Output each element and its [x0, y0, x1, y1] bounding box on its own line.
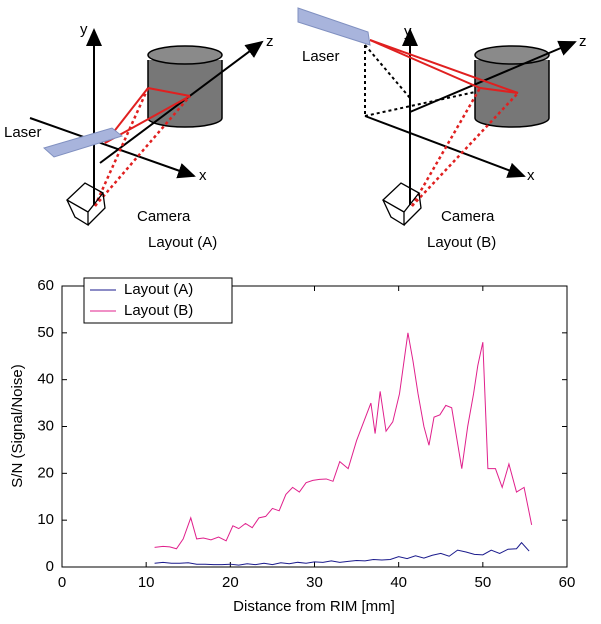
axis-letter: z — [266, 33, 274, 50]
series-line — [155, 333, 532, 549]
x-tick-label: 20 — [222, 574, 239, 591]
y-tick-label: 40 — [37, 371, 54, 388]
axis-letter: x — [527, 167, 535, 184]
label: Camera — [441, 208, 495, 225]
y-axis-label: S/N (Signal/Noise) — [9, 364, 26, 487]
series-line — [155, 543, 530, 565]
x-tick-label: 40 — [390, 574, 407, 591]
x-tick-label: 10 — [138, 574, 155, 591]
axis-letter: z — [579, 33, 587, 50]
label: Laser — [4, 124, 42, 141]
y-tick-label: 50 — [37, 324, 54, 341]
axis-letter: y — [404, 23, 412, 40]
x-tick-label: 50 — [474, 574, 491, 591]
x-tick-label: 30 — [306, 574, 323, 591]
y-tick-label: 10 — [37, 511, 54, 528]
y-tick-label: 20 — [37, 464, 54, 481]
legend-label: Layout (A) — [124, 281, 193, 298]
chart: Distance from RIM [mm] S/N (Signal/Noise… — [9, 277, 575, 615]
caption: Layout (B) — [427, 234, 496, 251]
y-tick-label: 60 — [37, 277, 54, 294]
x-axis-label: Distance from RIM [mm] — [233, 598, 395, 615]
x-tick-label: 0 — [58, 574, 66, 591]
caption: Layout (A) — [148, 234, 217, 251]
y-tick-label: 0 — [46, 558, 54, 575]
label: Camera — [137, 208, 191, 225]
figure: y z x Laser Camera Layout (A) y z x Lase… — [0, 0, 601, 624]
y-tick-label: 30 — [37, 417, 54, 434]
label: Laser — [302, 48, 340, 65]
x-tick-label: 60 — [559, 574, 576, 591]
axis-letter: y — [80, 21, 88, 38]
diagram-b — [298, 8, 575, 225]
plot-frame — [62, 286, 567, 567]
diagram-a — [30, 30, 262, 225]
axis-letter: x — [199, 167, 207, 184]
legend-label: Layout (B) — [124, 302, 193, 319]
